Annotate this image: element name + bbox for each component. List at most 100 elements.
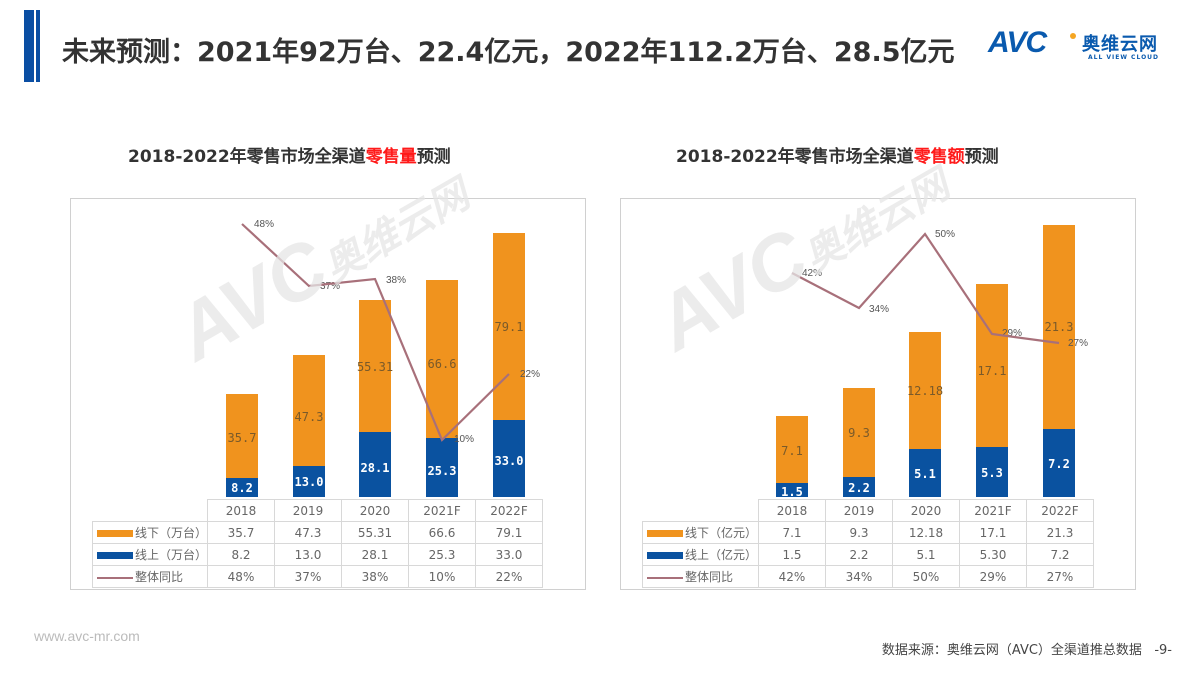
logo-name-en: ALL VIEW CLOUD	[1088, 54, 1160, 61]
table-cell: 34%	[825, 565, 893, 588]
footer-source: 数据来源：奥维云网（AVC）全渠道推总数据 -9-	[882, 639, 1172, 658]
table-cell: 50%	[892, 565, 960, 588]
bar-label-offline: 21.3	[1044, 320, 1074, 334]
table-header-cell: 2021F	[408, 499, 477, 522]
table-corner	[92, 499, 209, 522]
yoy-label: 42%	[802, 268, 823, 279]
bar-label-offline: 47.3	[294, 410, 324, 424]
bar-label-online: 25.3	[427, 464, 457, 478]
legend-yoy: 整体同比	[91, 565, 209, 588]
legend-yoy: 整体同比	[642, 565, 759, 588]
legend-label: 线下（万台）	[135, 526, 208, 540]
bar-online-2019	[843, 477, 875, 497]
bar-label-offline: 9.3	[848, 426, 870, 440]
table-header-cell: 2019	[274, 499, 343, 522]
yoy-label: 48%	[254, 219, 275, 230]
table-cell: 2.2	[825, 543, 893, 566]
table-cell: 37%	[274, 565, 343, 588]
accent-bar-thick	[24, 10, 34, 82]
page-number: -9-	[1154, 643, 1172, 658]
bar-online-2018	[226, 478, 258, 497]
table-cell: 25.3	[408, 543, 477, 566]
bar-label-offline: 66.6	[427, 357, 457, 371]
bar-label-online: 5.1	[914, 467, 936, 481]
yoy-label: 50%	[935, 229, 956, 240]
table-cell: 66.6	[408, 521, 477, 544]
bar-offline-2019	[843, 388, 875, 477]
table-row-offline: 线下（亿元） 7.1 9.3 12.18 17.1 21.3	[642, 521, 1094, 544]
legend-label: 整体同比	[135, 570, 184, 584]
swatch-online-icon	[97, 552, 133, 559]
bar-label-online: 13.0	[294, 475, 324, 489]
logo-dot-icon	[1070, 33, 1076, 39]
table-header-cell: 2021F	[959, 499, 1027, 522]
page-title: 未来预测：2021年92万台、22.4亿元，2022年112.2万台、28.5亿…	[62, 37, 955, 68]
source-text: 数据来源：奥维云网（AVC）全渠道推总数据	[881, 643, 1142, 658]
bar-online-2020	[359, 432, 391, 497]
bar-label-online: 1.5	[781, 485, 803, 499]
table-header-cell: 2018	[207, 499, 276, 522]
legend-online: 线上（万台）	[91, 543, 209, 566]
legend-offline: 线下（万台）	[91, 521, 209, 544]
table-cell: 79.1	[475, 521, 544, 544]
table-cell: 55.31	[341, 521, 410, 544]
table-cell: 7.1	[758, 521, 826, 544]
data-table-volume: 2018 2019 2020 2021F 2022F 线下（万台） 35.7 4…	[91, 499, 544, 588]
table-header-cell: 2019	[825, 499, 893, 522]
table-header-cell: 2020	[892, 499, 960, 522]
logo-mark: AVC	[988, 26, 1047, 59]
bar-online-2021F	[426, 438, 458, 497]
table-cell: 7.2	[1026, 543, 1094, 566]
bar-label-offline: 55.31	[356, 360, 394, 374]
swatch-line-icon	[97, 576, 133, 579]
chart-frame-revenue	[620, 198, 1136, 590]
table-corner	[642, 499, 759, 522]
yoy-label: 29%	[1002, 328, 1023, 339]
table-cell: 22%	[475, 565, 544, 588]
swatch-line-icon	[647, 576, 683, 579]
bar-online-2020	[909, 449, 941, 497]
table-cell: 1.5	[758, 543, 826, 566]
chart-title-highlight: 零售额	[913, 147, 965, 167]
table-cell: 47.3	[274, 521, 343, 544]
table-cell: 38%	[341, 565, 410, 588]
yoy-label: 34%	[869, 304, 890, 315]
chart-title-highlight: 零售量	[365, 147, 417, 167]
table-header-cell: 2022F	[1026, 499, 1094, 522]
chart-title-post: 预测	[964, 147, 999, 167]
bar-offline-2018	[776, 416, 808, 483]
yoy-label: 10%	[454, 434, 475, 445]
table-cell: 13.0	[274, 543, 343, 566]
accent-bar-thin	[36, 10, 40, 82]
legend-label: 线上（万台）	[135, 548, 208, 562]
bar-label-online: 2.2	[848, 481, 870, 495]
chart-title-pre: 2018-2022年零售市场全渠道	[676, 147, 914, 167]
table-header-cell: 2018	[758, 499, 826, 522]
table-cell: 48%	[207, 565, 276, 588]
bar-online-2021F	[976, 447, 1008, 497]
table-cell: 21.3	[1026, 521, 1094, 544]
table-row-offline: 线下（万台） 35.7 47.3 55.31 66.6 79.1	[91, 521, 544, 544]
chart-title-volume: 2018-2022年零售市场全渠道零售量预测	[128, 142, 451, 167]
table-cell: 35.7	[207, 521, 276, 544]
bar-offline-2020	[909, 332, 941, 449]
legend-offline: 线下（亿元）	[642, 521, 759, 544]
legend-label: 线下（亿元）	[685, 526, 758, 540]
table-cell: 10%	[408, 565, 477, 588]
table-row-yoy: 整体同比 48% 37% 38% 10% 22%	[91, 565, 544, 588]
legend-label: 整体同比	[685, 570, 734, 584]
bar-label-online: 8.2	[231, 481, 253, 495]
swatch-offline-icon	[97, 530, 133, 537]
table-row-yoy: 整体同比 42% 34% 50% 29% 27%	[642, 565, 1094, 588]
bar-label-offline: 79.1	[494, 320, 524, 334]
bar-label-offline: 12.18	[906, 384, 944, 398]
footer-url: www.avc-mr.com	[34, 628, 140, 644]
table-cell: 5.1	[892, 543, 960, 566]
table-header-cell: 2022F	[475, 499, 544, 522]
bar-online-2022F	[1043, 429, 1075, 497]
table-cell: 42%	[758, 565, 826, 588]
yoy-label: 37%	[320, 281, 341, 292]
bar-label-online: 7.2	[1048, 457, 1070, 471]
yoy-label: 38%	[386, 275, 407, 286]
table-row-online: 线上（亿元） 1.5 2.2 5.1 5.30 7.2	[642, 543, 1094, 566]
